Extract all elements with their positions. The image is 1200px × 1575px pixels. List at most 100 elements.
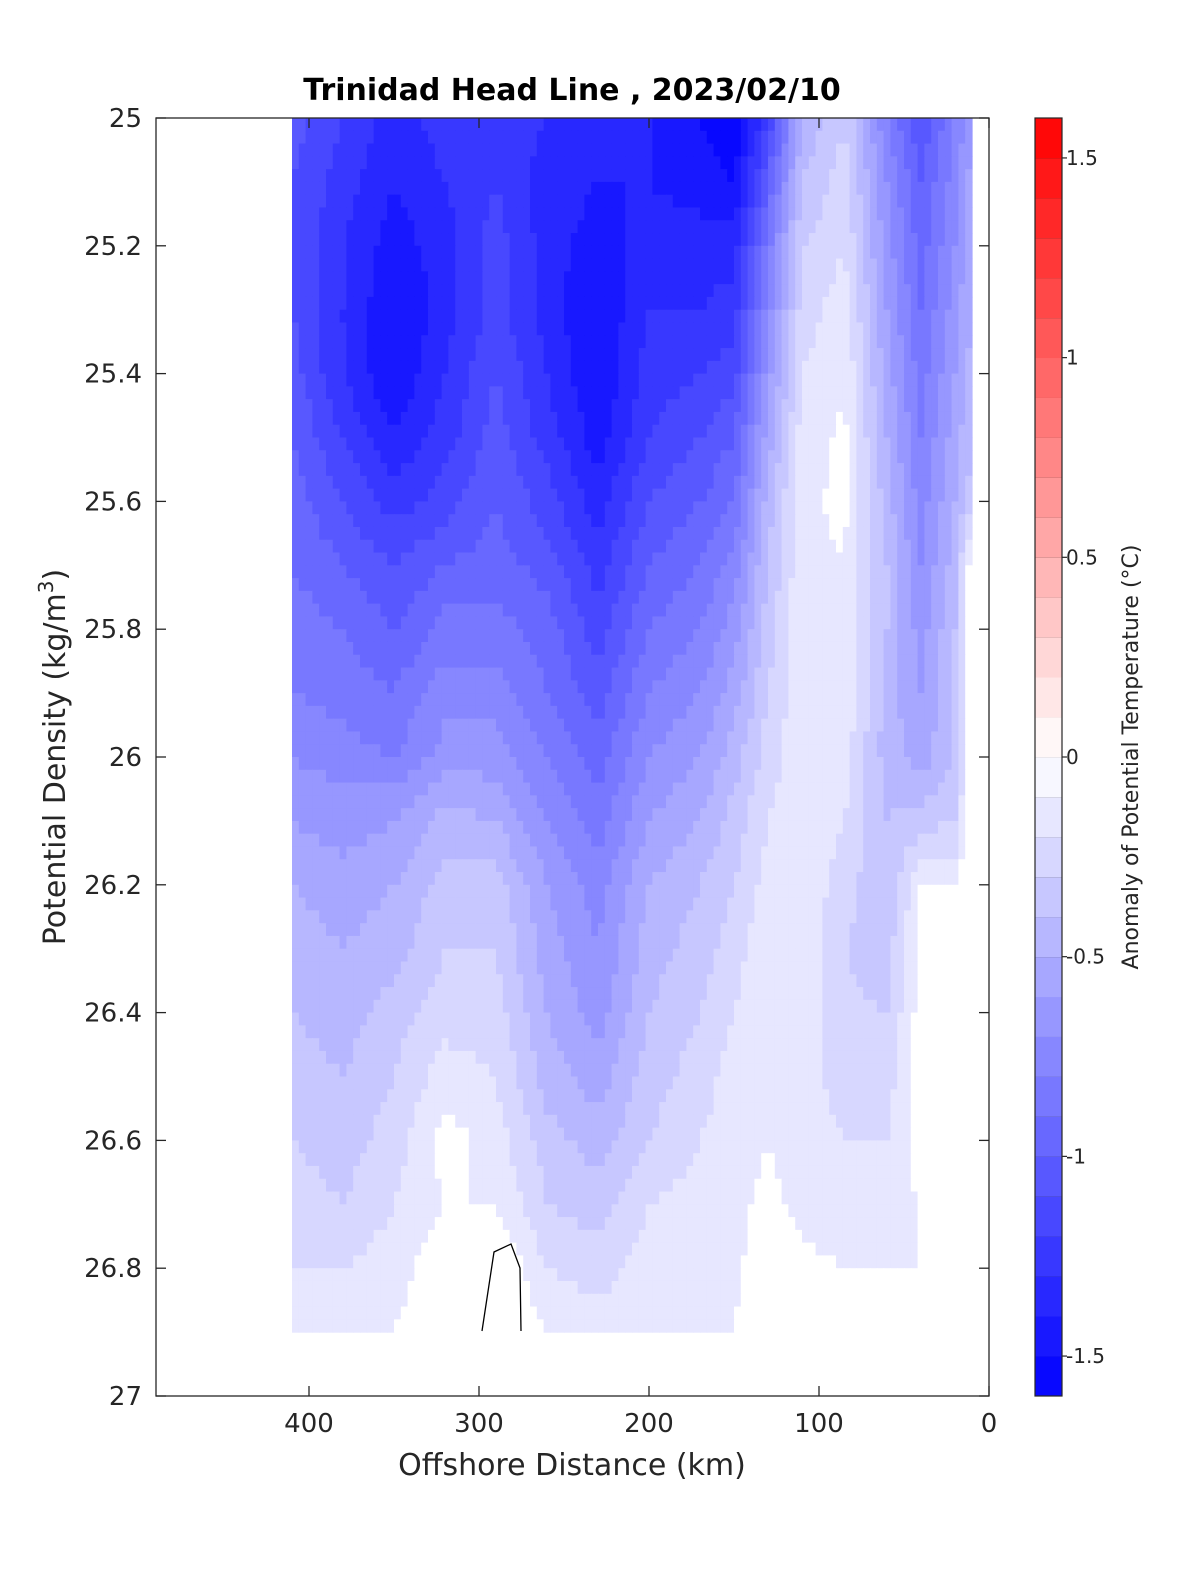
anomaly-cell [693, 641, 701, 656]
anomaly-cell [312, 514, 320, 528]
anomaly-cell [897, 220, 905, 234]
anomaly-cell [516, 424, 524, 439]
anomaly-cell [876, 654, 885, 669]
anomaly-cell [373, 156, 381, 170]
anomaly-cell [917, 616, 925, 630]
anomaly-cell [686, 130, 694, 145]
anomaly-cell [638, 156, 647, 170]
anomaly-cell [944, 501, 953, 515]
anomaly-cell [584, 590, 592, 605]
anomaly-cell [659, 156, 667, 170]
anomaly-cell [686, 245, 694, 260]
anomaly-cell [849, 373, 857, 387]
anomaly-cell [496, 220, 504, 234]
anomaly-cell [720, 156, 728, 170]
anomaly-cell [421, 194, 429, 209]
anomaly-cell [965, 118, 973, 132]
anomaly-cell [489, 411, 497, 426]
anomaly-cell [543, 373, 551, 387]
anomaly-cell [292, 641, 300, 656]
anomaly-cell [523, 271, 531, 285]
anomaly-cell [516, 220, 524, 234]
anomaly-cell [536, 130, 545, 145]
anomaly-cell [849, 744, 857, 758]
anomaly-cell [516, 271, 524, 285]
anomaly-cell [849, 271, 857, 285]
anomaly-cell [292, 526, 300, 541]
anomaly-field [292, 118, 973, 1333]
anomaly-cell [795, 373, 803, 387]
anomaly-cell [904, 539, 912, 554]
anomaly-cell [604, 220, 613, 234]
anomaly-cell [353, 539, 361, 554]
anomaly-cell [407, 296, 415, 311]
anomaly-cell [543, 603, 551, 618]
anomaly-cell [428, 578, 436, 592]
anomaly-cell [292, 514, 300, 528]
anomaly-cell [761, 335, 769, 349]
anomaly-cell [693, 194, 701, 209]
anomaly-cell [788, 156, 796, 170]
anomaly-cell [822, 475, 830, 490]
anomaly-cell [516, 552, 524, 566]
anomaly-cell [421, 693, 429, 707]
anomaly-cell [822, 360, 830, 375]
anomaly-cell [638, 552, 647, 566]
anomaly-cell [904, 437, 912, 451]
anomaly-cell [904, 360, 912, 375]
anomaly-cell [720, 271, 728, 285]
anomaly-cell [564, 296, 572, 311]
anomaly-cell [910, 143, 919, 157]
anomaly-cell [666, 437, 674, 451]
anomaly-cell [326, 271, 334, 285]
anomaly-cell [815, 705, 823, 720]
anomaly-cell [672, 118, 681, 132]
anomaly-cell [856, 488, 864, 502]
anomaly-cell [455, 296, 463, 311]
anomaly-cell [706, 143, 715, 157]
anomaly-cell [394, 731, 402, 745]
anomaly-cell [292, 309, 300, 324]
anomaly-cell [611, 578, 619, 592]
anomaly-cell [312, 654, 320, 669]
anomaly-cell [713, 373, 721, 387]
anomaly-cell [496, 245, 504, 260]
anomaly-cell [938, 539, 946, 554]
anomaly-cell [740, 143, 749, 157]
anomaly-cell [672, 169, 681, 183]
anomaly-cell [346, 424, 354, 439]
anomaly-cell [441, 399, 449, 413]
anomaly-cell [727, 207, 735, 221]
anomaly-cell [394, 284, 402, 298]
anomaly-cell [829, 207, 837, 221]
anomaly-cell [598, 450, 606, 464]
anomaly-cell [890, 641, 898, 656]
anomaly-cell [876, 130, 885, 145]
anomaly-cell [577, 475, 585, 490]
anomaly-cell [332, 271, 341, 285]
anomaly-cell [666, 220, 674, 234]
anomaly-cell [598, 654, 606, 669]
anomaly-cell [713, 744, 721, 758]
anomaly-cell [509, 539, 517, 554]
anomaly-cell [910, 360, 919, 375]
anomaly-cell [625, 731, 633, 745]
anomaly-cell [802, 565, 810, 579]
anomaly-cell [366, 411, 375, 426]
anomaly-cell [394, 399, 402, 413]
anomaly-cell [400, 169, 409, 183]
anomaly-cell [421, 629, 429, 643]
anomaly-cell [421, 667, 429, 681]
anomaly-cell [550, 373, 558, 387]
anomaly-cell [774, 424, 783, 439]
anomaly-cell [802, 424, 810, 439]
anomaly-cell [360, 130, 368, 145]
anomaly-cell [645, 501, 653, 515]
anomaly-cell [550, 603, 558, 618]
anomaly-cell [706, 744, 715, 758]
anomaly-cell [496, 169, 504, 183]
anomaly-cell [727, 245, 735, 260]
anomaly-cell [849, 296, 857, 311]
anomaly-cell [346, 373, 354, 387]
anomaly-cell [292, 450, 300, 464]
